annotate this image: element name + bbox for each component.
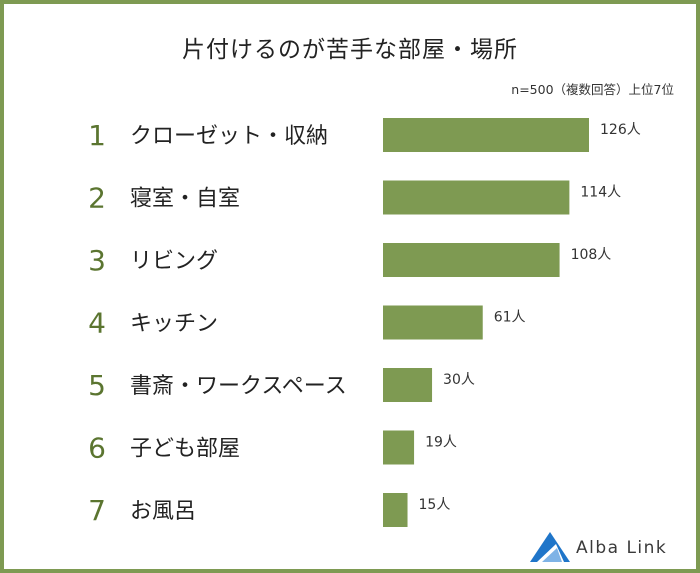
brand-name: Alba Link (576, 538, 668, 558)
sample-note: n=500（複数回答）上位7位 (511, 82, 674, 97)
category-label: クローゼット・収納 (130, 124, 328, 149)
category-label: リビング (130, 249, 218, 274)
category-label: お風呂 (130, 499, 196, 524)
bar (383, 430, 415, 465)
rank-number: 1 (88, 119, 106, 152)
value-label: 126人 (600, 122, 641, 138)
rank-number: 7 (88, 494, 106, 527)
rank-number: 2 (88, 182, 106, 215)
bar (383, 243, 560, 277)
brand-logo: Alba Link (528, 530, 688, 566)
rank-number: 5 (88, 369, 106, 402)
value-label: 114人 (580, 185, 621, 201)
bar (383, 368, 433, 402)
bar (383, 305, 483, 340)
bar (383, 180, 570, 215)
rank-number: 6 (88, 432, 106, 465)
category-label: 書斎・ワークスペース (130, 374, 347, 399)
chart-title: 片付けるのが苦手な部屋・場所 (182, 37, 518, 63)
value-label: 108人 (571, 247, 612, 263)
rank-number: 3 (88, 244, 106, 277)
bar (383, 118, 589, 152)
value-label: 15人 (419, 497, 451, 513)
rank-number: 4 (88, 307, 106, 340)
value-label: 61人 (494, 310, 526, 326)
category-label: 寝室・自室 (130, 187, 240, 212)
category-label: キッチン (130, 312, 218, 337)
value-label: 30人 (443, 372, 475, 388)
alba-link-logo-icon (530, 532, 570, 562)
category-label: 子ども部屋 (130, 437, 240, 462)
value-label: 19人 (425, 435, 457, 451)
bar (383, 493, 408, 527)
